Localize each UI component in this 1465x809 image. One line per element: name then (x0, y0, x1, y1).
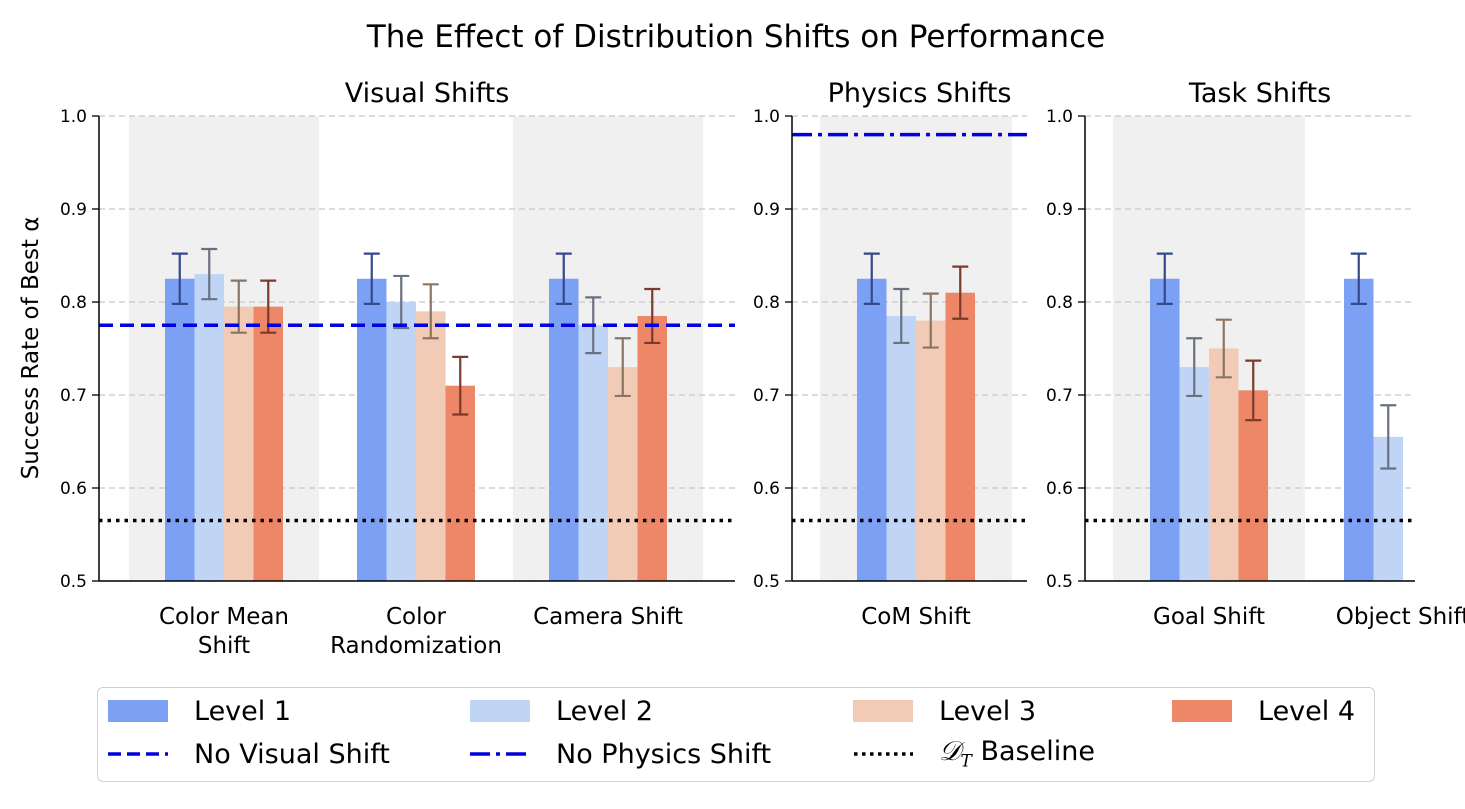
bar-level-3 (1209, 348, 1239, 581)
bar-level-3 (916, 320, 946, 581)
y-tick-label: 0.5 (60, 572, 87, 592)
y-tick-label: 0.9 (1046, 200, 1073, 220)
bar-level-4 (445, 385, 475, 581)
bar-level-1 (165, 278, 195, 581)
bar-level-3 (416, 311, 446, 581)
legend-swatch-level3 (853, 700, 913, 722)
legend-swatch-level4 (1172, 700, 1232, 722)
panel-0: 0.5 0.6 0.7 0.8 0.9 1.0 Visual Shifts Color Mea… (60, 78, 735, 659)
legend-label-baseline-text: Baseline (971, 736, 1095, 768)
x-tick-label: Shift (198, 633, 250, 659)
y-tick-label: 0.9 (60, 200, 87, 220)
legend-label-level3: Level 3 (939, 695, 1037, 727)
legend-swatch-level2 (470, 700, 530, 722)
x-tick-label: Color Mean (159, 604, 289, 630)
y-tick-label: 0.8 (1046, 293, 1073, 313)
y-tick-label: 0.9 (753, 200, 780, 220)
bar-level-1 (357, 278, 387, 581)
y-tick-label: 1.0 (1046, 107, 1073, 127)
x-tick-label: Object Shift (1336, 604, 1465, 630)
bar-level-4 (1238, 390, 1268, 581)
panel-title: Visual Shifts (345, 78, 510, 109)
bar-level-3 (224, 306, 254, 581)
legend-line-dashdot (470, 752, 530, 756)
legend-swatch-level1 (108, 700, 168, 722)
y-tick-label: 0.6 (753, 479, 780, 499)
legend-label-no-physics-shift: No Physics Shift (556, 738, 772, 770)
bar-level-4 (945, 292, 975, 581)
y-tick-label: 1.0 (753, 107, 780, 127)
y-tick-label: 1.0 (60, 107, 87, 127)
legend-item-level4: Level 4 (1172, 691, 1355, 731)
legend-line-dotted (854, 752, 913, 756)
y-tick-label: 0.7 (753, 386, 780, 406)
legend-item-baseline: 𝒟T Baseline (853, 734, 1095, 774)
y-axis-label: Success Rate of Best α (18, 217, 44, 480)
y-tick-label: 0.5 (753, 572, 780, 592)
x-tick-label: Camera Shift (533, 604, 683, 630)
legend-label-level4: Level 4 (1258, 695, 1356, 727)
y-tick-label: 0.7 (60, 386, 87, 406)
bar-level-2 (886, 315, 916, 581)
legend-label-baseline-symbol: 𝒟 (939, 736, 961, 768)
legend-label-no-visual-shift: No Visual Shift (194, 738, 390, 770)
bar-level-1 (1344, 278, 1374, 581)
x-tick-label: CoM Shift (861, 604, 971, 630)
y-tick-label: 0.7 (1046, 386, 1073, 406)
panel-1: 0.5 0.6 0.7 0.8 0.9 1.0 Physics Shifts CoM Shif… (753, 78, 1027, 630)
bar-level-1 (857, 278, 887, 581)
legend-item-no-visual-shift: No Visual Shift (108, 734, 390, 774)
legend: Level 1 Level 2 Level 3 Level 4 No Visua… (97, 687, 1375, 782)
bar-level-2 (578, 325, 608, 581)
y-tick-label: 0.6 (60, 479, 87, 499)
legend-label-baseline: 𝒟T Baseline (939, 736, 1095, 771)
bar-level-3 (608, 367, 638, 581)
figure-title: The Effect of Distribution Shifts on Per… (366, 19, 1105, 55)
y-tick-label: 0.5 (1046, 572, 1073, 592)
y-tick-label: 0.6 (1046, 479, 1073, 499)
bar-level-4 (253, 306, 283, 581)
panel-title: Physics Shifts (828, 78, 1012, 109)
legend-label-level1: Level 1 (194, 695, 292, 727)
x-tick-label: Color (386, 604, 447, 630)
legend-item-level2: Level 2 (470, 691, 653, 731)
x-tick-label: Randomization (330, 633, 502, 659)
legend-item-no-physics-shift: No Physics Shift (470, 734, 771, 774)
panels: 0.5 0.6 0.7 0.8 0.9 1.0 Visual Shifts Color Mea… (60, 78, 1465, 659)
bar-level-2 (386, 302, 416, 581)
bar-level-1 (549, 278, 579, 581)
panel-title: Task Shifts (1188, 78, 1331, 109)
bar-level-4 (637, 315, 667, 581)
x-tick-label: Goal Shift (1153, 604, 1265, 630)
y-tick-label: 0.8 (60, 293, 87, 313)
legend-label-baseline-sub: T (960, 751, 972, 772)
legend-line-dashed (108, 752, 168, 756)
bar-level-2 (1179, 367, 1209, 581)
legend-item-level1: Level 1 (108, 691, 291, 731)
bar-level-1 (1150, 278, 1180, 581)
panel-2: 0.5 0.6 0.7 0.8 0.9 1.0 Task Shifts Goal Shift O… (1046, 78, 1465, 630)
legend-item-level3: Level 3 (853, 691, 1036, 731)
legend-label-level2: Level 2 (556, 695, 654, 727)
bar-level-2 (194, 274, 224, 581)
y-tick-label: 0.8 (753, 293, 780, 313)
